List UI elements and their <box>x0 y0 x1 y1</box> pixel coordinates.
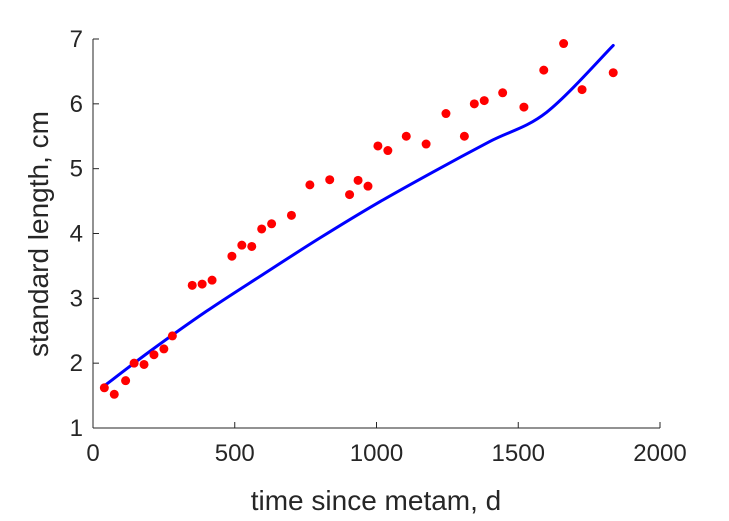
data-point <box>608 68 618 78</box>
data-point <box>469 99 479 109</box>
data-point <box>286 210 296 220</box>
data-point <box>247 241 257 251</box>
y-tick-label: 6 <box>70 91 83 118</box>
data-point <box>363 181 373 191</box>
data-points <box>99 39 618 399</box>
data-point <box>207 275 217 285</box>
data-point <box>441 109 451 119</box>
data-point <box>267 219 277 229</box>
y-tick-label: 2 <box>70 350 83 377</box>
data-point <box>373 141 383 151</box>
data-point <box>401 131 411 141</box>
x-ticks: 0 500 1000 1500 2000 <box>86 422 687 467</box>
x-axis-label: time since metam, d <box>251 485 502 516</box>
fit-line-layer <box>102 43 615 388</box>
data-point <box>237 240 247 250</box>
data-point <box>121 376 131 386</box>
x-tick-label: 1000 <box>350 440 403 467</box>
y-axis-label: standard length, cm <box>23 111 54 357</box>
data-point <box>519 102 529 112</box>
data-point <box>577 85 587 95</box>
y-tick-label: 1 <box>70 415 83 442</box>
data-point <box>325 175 335 185</box>
data-point <box>139 359 149 369</box>
y-tick-label: 4 <box>70 221 83 248</box>
data-point <box>421 139 431 149</box>
data-point <box>353 175 363 185</box>
data-point <box>479 96 489 106</box>
fit-line <box>102 43 615 388</box>
data-point <box>159 344 169 354</box>
data-point <box>109 389 119 399</box>
data-point <box>197 279 207 289</box>
data-point <box>129 358 139 368</box>
data-point <box>383 146 393 156</box>
data-point <box>539 65 549 75</box>
data-point <box>257 224 267 234</box>
y-ticks: 1 2 3 4 5 6 7 <box>70 26 99 442</box>
y-tick-label: 5 <box>70 156 83 183</box>
data-point <box>345 190 355 200</box>
x-tick-label: 0 <box>86 440 99 467</box>
data-point <box>187 280 197 290</box>
axes <box>92 39 660 429</box>
data-point <box>167 331 177 341</box>
data-point <box>227 251 237 261</box>
x-tick-label: 500 <box>215 440 255 467</box>
y-tick-label: 7 <box>70 26 83 53</box>
data-point <box>559 39 569 49</box>
data-point <box>149 350 159 360</box>
data-point <box>305 180 315 190</box>
y-tick-label: 3 <box>70 285 83 312</box>
data-point <box>459 131 469 141</box>
x-tick-label: 1500 <box>492 440 545 467</box>
x-tick-label: 2000 <box>633 440 686 467</box>
data-point <box>498 88 508 98</box>
data-point <box>99 383 109 393</box>
